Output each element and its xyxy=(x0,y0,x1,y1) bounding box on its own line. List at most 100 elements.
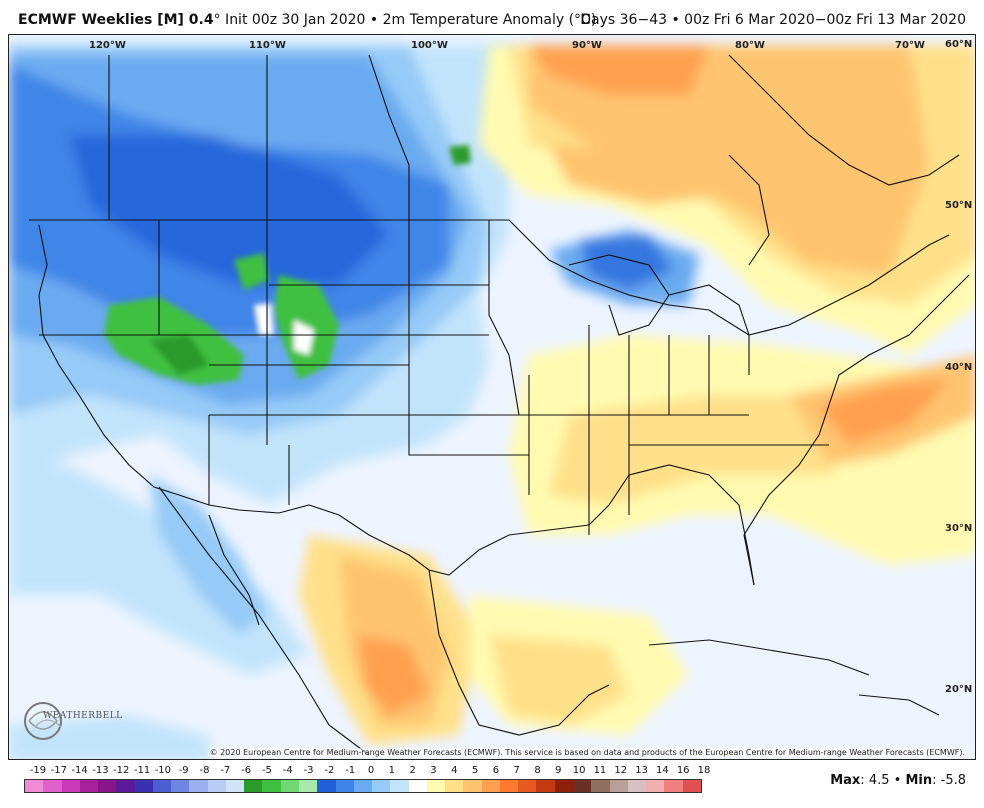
map-canvas: 120°W 110°W 100°W 90°W 80°W 70°W 60°N 50… xyxy=(9,35,975,759)
colorbar-swatch xyxy=(499,780,519,792)
colorbar-swatch xyxy=(207,780,226,792)
lon-label-120w: 120°W xyxy=(89,40,126,51)
colorbar-swatch xyxy=(134,780,153,792)
logo-text: WEATHERBELL xyxy=(43,711,123,721)
colorbar-label: 5 xyxy=(471,765,479,776)
colorbar-label: -11 xyxy=(133,765,151,776)
colorbar-label: -2 xyxy=(324,765,335,776)
anomaly-map: 120°W 110°W 100°W 90°W 80°W 70°W 60°N 50… xyxy=(8,34,976,760)
colorbar-swatch xyxy=(152,780,172,792)
colorbar-swatch xyxy=(262,780,281,792)
colorbar-swatch xyxy=(61,780,80,792)
colorbar-label: 1 xyxy=(388,765,395,776)
colorbar-swatch xyxy=(554,780,573,792)
colorbar-swatch xyxy=(463,780,482,792)
colorbar-swatch xyxy=(445,780,464,792)
colorbar-label: -1 xyxy=(345,765,356,776)
colorbar-label: -14 xyxy=(71,765,88,776)
colorbar-swatch xyxy=(664,780,683,792)
colorbar-swatch xyxy=(98,780,117,792)
colorbar-label: -3 xyxy=(303,765,314,776)
init-text: Init 00z 30 Jan 2020 • 2m Temperature An… xyxy=(220,12,575,28)
west-coast xyxy=(38,224,180,496)
colorbar-swatch xyxy=(627,780,647,792)
colorbar-swatch xyxy=(280,780,299,792)
colorbar-label: 2 xyxy=(409,765,416,776)
colorbar-label: -8 xyxy=(199,765,210,776)
lon-label-110w: 110°W xyxy=(249,40,286,51)
warm-anomaly-fields xyxy=(9,45,975,759)
weatherbell-logo: WEATHERBELL xyxy=(21,697,122,741)
lon-label-70w: 70°W xyxy=(895,40,925,51)
colorbar-swatch xyxy=(171,780,190,792)
cuba xyxy=(648,639,870,676)
colorbar-label: 10 xyxy=(572,765,586,776)
colorbar-swatch xyxy=(572,780,592,792)
colorbar-swatch xyxy=(682,780,701,792)
colorbar-swatch xyxy=(298,780,318,792)
lat-label-30n: 30°N xyxy=(945,523,972,534)
colorbar-label: 7 xyxy=(513,765,520,776)
valid-period: Days 36−43 • 00z Fri 6 Mar 2020−00z Fri … xyxy=(580,12,966,28)
degree-mark: ° xyxy=(213,12,221,28)
colorbar-swatch xyxy=(116,780,135,792)
init-close: ) xyxy=(590,12,597,28)
lat-label-40n: 40°N xyxy=(945,362,972,373)
colorbar-swatch xyxy=(408,780,427,792)
colorbar-label: 8 xyxy=(534,765,541,776)
colorbar-swatch xyxy=(591,780,610,792)
lon-label-100w: 100°W xyxy=(411,40,448,51)
colorbar-label: 11 xyxy=(593,765,607,776)
colorbar-swatch xyxy=(536,780,555,792)
stats-separator: • xyxy=(893,773,902,788)
colorbar-swatch xyxy=(244,780,263,792)
colorbar-label: -13 xyxy=(92,765,109,776)
colorbar-swatch xyxy=(426,780,446,792)
colorbar-swatch xyxy=(25,780,44,792)
colorbar-label: -9 xyxy=(178,765,189,776)
colorbar-swatch xyxy=(189,780,208,792)
map-header: ECMWF Weeklies [M] 0.4° Init 00z 30 Jan … xyxy=(0,0,984,36)
stats: Max: 4.5 • Min: -5.8 xyxy=(830,773,966,788)
colorbar-label: -10 xyxy=(154,765,172,776)
colorbar-label: 13 xyxy=(635,765,648,776)
borders xyxy=(29,54,970,756)
max-value: 4.5 xyxy=(868,773,890,788)
colorbar-labels: -19 -17 -14 -13 -12 -11 -10 -9 -8 -7 -6 -5 -4 -3 -2 -1 0… xyxy=(24,765,711,779)
colorbar-swatches xyxy=(24,779,702,793)
strong-cold-pockets xyxy=(104,145,471,385)
colorbar-label: 18 xyxy=(697,765,711,776)
colorbar-label: 14 xyxy=(656,765,669,776)
colorbar-swatch xyxy=(317,780,336,792)
colorbar-label: -4 xyxy=(282,765,293,776)
colorbar-swatch xyxy=(390,780,409,792)
colorbar-label: 4 xyxy=(451,765,458,776)
colorbar-label: 12 xyxy=(614,765,628,776)
colorbar: -19 -17 -14 -13 -12 -11 -10 -9 -8 -7 -6 -5 -4 -3 -2 -1 0… xyxy=(24,765,711,801)
min-label: Min xyxy=(905,773,933,788)
logo-swirl-icon xyxy=(24,702,62,740)
latitude-labels: 60°N 50°N 40°N 30°N 20°N xyxy=(945,39,972,695)
min-value: -5.8 xyxy=(940,773,966,788)
lon-label-80w: 80°W xyxy=(735,40,765,51)
copyright-notice: © 2020 European Centre for Medium-range … xyxy=(209,748,965,757)
mexico-coast xyxy=(428,569,610,736)
colorbar-label: -12 xyxy=(113,765,130,776)
colorbar-swatch xyxy=(335,780,354,792)
model-name: ECMWF Weeklies [M] 0.4 xyxy=(18,12,214,28)
colorbar-label: 9 xyxy=(555,765,562,776)
lon-label-90w: 90°W xyxy=(572,40,602,51)
colorbar-label: 16 xyxy=(676,765,690,776)
colorbar-label: -19 xyxy=(29,765,47,776)
colorbar-swatch xyxy=(43,780,62,792)
colorbar-swatch xyxy=(79,780,99,792)
unit-text: °C xyxy=(574,12,591,28)
lat-label-60n: 60°N xyxy=(945,39,972,50)
longitude-labels: 120°W 110°W 100°W 90°W 80°W 70°W xyxy=(89,40,925,51)
colorbar-swatch xyxy=(481,780,500,792)
lat-label-20n: 20°N xyxy=(945,684,972,695)
colorbar-label: -5 xyxy=(261,765,272,776)
colorbar-swatch xyxy=(225,780,245,792)
colorbar-swatch xyxy=(372,780,391,792)
colorbar-label: 6 xyxy=(492,765,500,776)
